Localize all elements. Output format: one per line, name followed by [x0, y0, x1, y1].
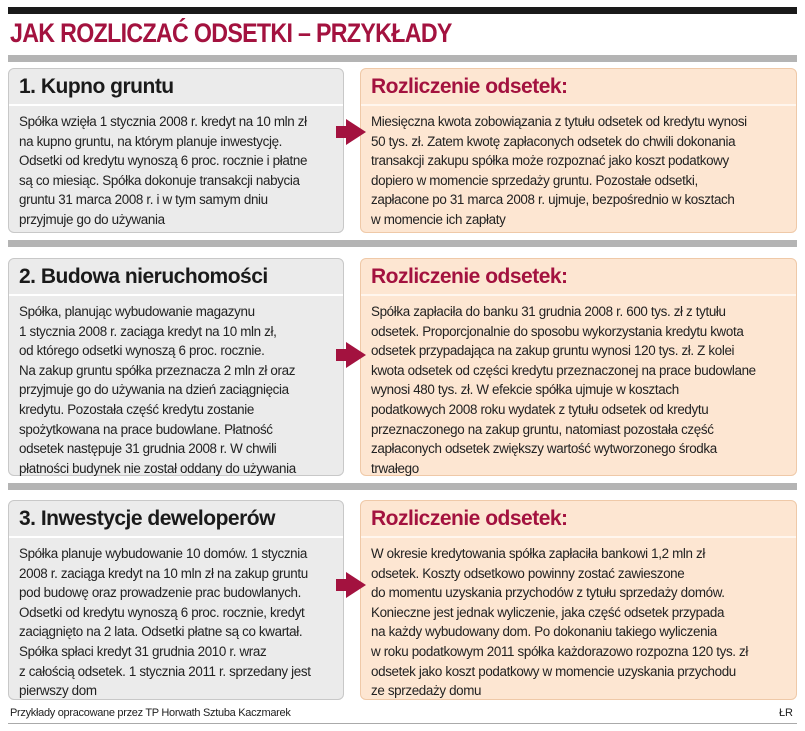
text-line: do momentu uzyskania przychodów z tytułu…: [371, 585, 725, 601]
text-line: 2008 r. zaciąga kredyt na 10 mln zł na z…: [19, 565, 308, 581]
example-box: 3. Inwestycje deweloperów Spółka planuje …: [8, 500, 344, 700]
text-line: odsetek. Koszty odsetkowo powinny zostać…: [371, 565, 685, 581]
text-line: dopiero w momencie sprzedaży gruntu. Poz…: [371, 172, 698, 188]
text-line: kwota odsetek od części kredytu przeznac…: [371, 362, 756, 378]
source-note: Przykłady opracowane przez TP Horwath Sz…: [10, 707, 291, 719]
text-line: odsetek jako koszt podatkowy w momencie …: [371, 663, 736, 679]
divider: [8, 240, 797, 247]
text-line: 1 stycznia 2008 r. zaciąga kredyt na 10 …: [19, 323, 277, 339]
text-line: trwałego: [371, 460, 419, 476]
text-line: płatności budynek nie został oddany do u…: [19, 460, 296, 476]
arrow-right-icon: [336, 572, 366, 598]
text-line: na kupno gruntu, na którym planuje inwes…: [19, 133, 283, 149]
example-box: 2. Budowa nieruchomości Spółka, planując …: [8, 258, 344, 476]
example-box: 1. Kupno gruntu Spółka wzięła 1 stycznia …: [8, 68, 344, 233]
text-line: są co miesiąc. Spółka dokonuje transakcj…: [19, 172, 300, 188]
settlement-heading: Rozliczenie odsetek:: [361, 507, 796, 538]
text-line: wynosi 480 tys. zł. W efekcie spółka ujm…: [371, 382, 679, 398]
text-line: od którego odsetki wynoszą 6 proc. roczn…: [19, 343, 265, 359]
text-line: w roku podatkowym 2011 spółka każdorazow…: [371, 643, 749, 659]
text-line: zapłacone po 31 marca 2008 r. ujmuje, be…: [371, 192, 735, 208]
text-line: Na zakup gruntu spółka przeznacza 2 mln …: [19, 362, 296, 378]
footer-rule: [8, 723, 797, 724]
arrow-right-icon: [336, 119, 366, 145]
settlement-heading: Rozliczenie odsetek:: [361, 265, 796, 296]
example-heading: 2. Budowa nieruchomości: [9, 265, 343, 296]
text-line: odsetek. Proporcjonalnie do sposobu wyko…: [371, 323, 744, 339]
divider: [8, 483, 797, 490]
text-line: W okresie kredytowania spółka zapłaciła …: [371, 546, 705, 561]
text-line: Spółka planuje wybudowanie 10 domów. 1 s…: [19, 546, 308, 561]
settlement-box: Rozliczenie odsetek: Miesięczna kwota zob…: [360, 68, 797, 233]
text-line: Spółka zapłaciła do banku 31 grudnia 200…: [371, 304, 726, 319]
divider: [8, 55, 797, 62]
text-line: pierwszy dom: [19, 683, 97, 699]
text-line: Spółka, planując wybudowanie magazynu: [19, 304, 255, 319]
settlement-heading: Rozliczenie odsetek:: [361, 75, 796, 106]
text-line: zaciągnięto na 2 lata. Odsetki płatne są…: [19, 624, 303, 640]
text-line: przeznaczonego na zakup gruntu, natomias…: [371, 421, 714, 437]
text-line: podatkowych 2008 roku wydatek z tytułu o…: [371, 401, 709, 417]
text-line: Spółka spłaci kredyt 31 grudnia 2010 r. …: [19, 643, 267, 659]
text-line: odsetek następuje 31 grudnia 2008 r. W c…: [19, 441, 277, 457]
settlement-box: Rozliczenie odsetek: W okresie kredytowan…: [360, 500, 797, 700]
text-line: 50 tys. zł. Zatem kwotę zapłaconych odse…: [371, 133, 736, 149]
text-line: zapłaconych odsetek zwiększy wartość wyt…: [371, 441, 717, 457]
text-line: gruntu 31 marca 2008 r. i w tym samym dn…: [19, 192, 268, 208]
text-line: w momencie ich zapłaty: [371, 211, 506, 227]
text-line: transakcji zakupu spółka może rozpoznać …: [371, 153, 729, 169]
text-line: Miesięczna kwota zobowiązania z tytułu o…: [371, 114, 747, 129]
author-credit: ŁR: [778, 707, 793, 719]
text-line: na każdy wybudowany dom. Po dokonaniu ta…: [371, 624, 717, 640]
top-rule: [8, 7, 797, 14]
settlement-box: Rozliczenie odsetek: Spółka zapłaciła do …: [360, 258, 797, 476]
text-line: pod budowę oraz prowadzenie prac budowla…: [19, 585, 302, 601]
example-heading: 3. Inwestycje deweloperów: [9, 507, 343, 538]
text-line: przyjmuje go do używania: [19, 211, 165, 227]
text-line: Odsetki od kredytu wynoszą 6 proc. roczn…: [19, 153, 308, 169]
text-line: spożytkowana na prace budowlane. Płatnoś…: [19, 421, 273, 437]
text-line: Odsetki od kredytu wynoszą 6 proc. roczn…: [19, 604, 305, 620]
text-line: odsetek przypadająca na zakup gruntu wyn…: [371, 343, 735, 359]
text-line: ze sprzedaży domu: [371, 683, 482, 699]
text-line: kredytu. Pozostała część kredytu zostani…: [19, 401, 254, 417]
text-line: Konieczne jest jednak wyliczenie, jaka c…: [371, 604, 725, 620]
text-line: przyjmuje go do używania na dzień zaciąg…: [19, 382, 289, 398]
example-heading: 1. Kupno gruntu: [9, 75, 343, 106]
arrow-right-icon: [336, 342, 366, 368]
page-title: JAK ROZLICZAĆ ODSETKI – PRZYKŁADY: [10, 18, 452, 48]
text-line: z całością odsetek. 1 stycznia 2011 r. s…: [19, 663, 311, 679]
text-line: Spółka wzięła 1 stycznia 2008 r. kredyt …: [19, 114, 307, 129]
